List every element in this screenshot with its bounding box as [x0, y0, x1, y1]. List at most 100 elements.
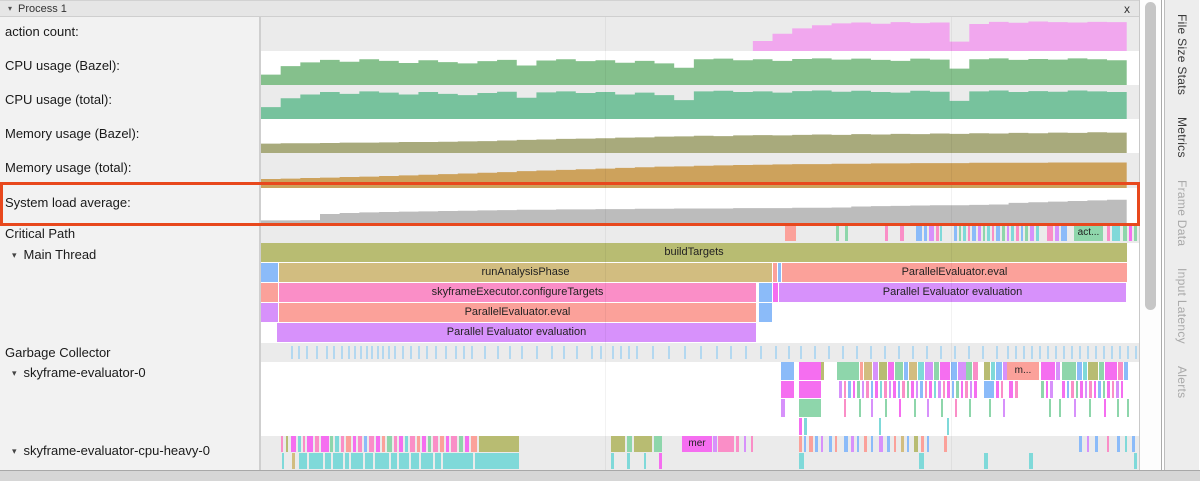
trace-slice[interactable]	[1088, 362, 1098, 380]
trace-slice[interactable]	[1077, 362, 1082, 380]
trace-slice[interactable]	[781, 380, 794, 398]
trace-slice[interactable]: Parallel Evaluator evaluation	[277, 323, 756, 342]
trace-slice[interactable]	[627, 453, 630, 469]
tab-frame-data[interactable]: Frame Data	[1175, 179, 1189, 247]
gc-tick[interactable]	[1127, 346, 1129, 359]
trace-slice[interactable]	[1016, 225, 1019, 241]
gc-tick[interactable]	[394, 346, 396, 359]
trace-slice[interactable]	[341, 436, 344, 452]
trace-slice[interactable]	[713, 436, 717, 452]
tab-file-size-stats[interactable]: File Size Stats	[1175, 14, 1189, 96]
trace-slice[interactable]	[907, 380, 909, 398]
trace-slice[interactable]	[984, 380, 994, 398]
trace-slice[interactable]	[1112, 380, 1114, 398]
trace-slice[interactable]	[925, 380, 927, 398]
gc-tick[interactable]	[1135, 346, 1137, 359]
gc-tick[interactable]	[402, 346, 404, 359]
gc-tick[interactable]	[628, 346, 630, 359]
trace-slice[interactable]	[875, 380, 878, 398]
trace-slice[interactable]	[644, 453, 646, 469]
trace-slice[interactable]	[345, 453, 349, 469]
gc-tick[interactable]	[684, 346, 686, 359]
trace-slice[interactable]: mer	[682, 436, 712, 452]
trace-slice[interactable]	[860, 362, 863, 380]
trace-slice[interactable]	[943, 380, 945, 398]
trace-slice[interactable]	[773, 283, 778, 302]
trace-slice[interactable]	[1001, 380, 1003, 398]
trace-slice[interactable]	[837, 362, 859, 380]
trace-slice[interactable]	[325, 453, 331, 469]
gc-tick[interactable]	[716, 346, 718, 359]
trace-slice[interactable]	[799, 436, 802, 452]
close-icon[interactable]: x	[1124, 1, 1130, 16]
trace-slice[interactable]	[938, 380, 941, 398]
trace-slice[interactable]	[1125, 436, 1127, 452]
trace-slice[interactable]	[835, 436, 837, 452]
track-garbage-collector[interactable]	[261, 343, 1139, 362]
trace-slice[interactable]	[1116, 380, 1119, 398]
gc-tick[interactable]	[620, 346, 622, 359]
trace-slice[interactable]	[421, 453, 433, 469]
trace-slice[interactable]	[286, 436, 288, 452]
trace-slice[interactable]	[261, 283, 278, 302]
track-system-load-average[interactable]	[261, 188, 1139, 223]
trace-slice[interactable]	[966, 362, 972, 380]
trace-slice[interactable]	[799, 453, 804, 469]
trace-slice[interactable]	[365, 453, 373, 469]
gc-tick[interactable]	[463, 346, 465, 359]
trace-slice[interactable]	[1046, 380, 1048, 398]
collapse-arrow-icon[interactable]: ▾	[8, 4, 13, 13]
track-action-count[interactable]	[261, 17, 1139, 51]
trace-slice[interactable]	[391, 453, 397, 469]
gc-tick[interactable]	[1095, 346, 1097, 359]
trace-slice[interactable]	[936, 225, 939, 241]
trace-slice[interactable]	[974, 380, 977, 398]
trace-slice[interactable]	[858, 399, 861, 417]
trace-slice[interactable]	[885, 225, 888, 241]
trace-slice[interactable]	[1129, 225, 1132, 241]
gc-tick[interactable]	[1079, 346, 1081, 359]
gc-tick[interactable]	[668, 346, 670, 359]
trace-slice[interactable]	[879, 417, 881, 435]
gc-tick[interactable]	[521, 346, 523, 359]
trace-slice[interactable]	[1117, 399, 1119, 417]
trace-slice[interactable]	[880, 380, 882, 398]
trace-slice[interactable]	[369, 436, 374, 452]
vertical-scrollbar[interactable]	[1140, 0, 1162, 481]
gc-tick[interactable]	[968, 346, 970, 359]
trace-slice[interactable]	[1009, 380, 1013, 398]
trace-slice[interactable]	[1071, 380, 1074, 398]
trace-slice[interactable]	[799, 380, 821, 398]
trace-slice[interactable]	[856, 436, 859, 452]
trace-slice[interactable]	[428, 436, 431, 452]
trace-slice[interactable]	[292, 453, 295, 469]
trace-slice[interactable]	[411, 453, 419, 469]
trace-slice[interactable]	[852, 380, 855, 398]
trace-slice[interactable]	[1025, 225, 1028, 241]
trace-slice[interactable]	[835, 225, 839, 241]
trace-slice[interactable]	[991, 362, 995, 380]
trace-slice[interactable]	[309, 453, 323, 469]
tab-alerts[interactable]: Alerts	[1175, 366, 1189, 399]
trace-slice[interactable]	[965, 380, 968, 398]
gc-tick[interactable]	[842, 346, 844, 359]
trace-slice[interactable]	[921, 436, 924, 452]
trace-slice[interactable]	[627, 436, 632, 452]
gc-tick[interactable]	[856, 346, 858, 359]
trace-slice[interactable]	[1029, 453, 1033, 469]
trace-slice[interactable]	[471, 436, 477, 452]
track-label-main-thread[interactable]: ▾ Main Thread	[0, 243, 259, 343]
gc-tick[interactable]	[1087, 346, 1089, 359]
trace-slice[interactable]	[799, 417, 802, 435]
trace-slice[interactable]	[1007, 225, 1009, 241]
trace-slice[interactable]	[261, 263, 278, 282]
gc-tick[interactable]	[354, 346, 356, 359]
gc-tick[interactable]	[497, 346, 499, 359]
trace-slice[interactable]	[955, 399, 957, 417]
trace-slice[interactable]	[972, 225, 976, 241]
trace-slice[interactable]	[1059, 399, 1061, 417]
trace-slice[interactable]	[804, 417, 807, 435]
trace-slice[interactable]: Parallel Evaluator evaluation	[779, 283, 1126, 302]
trace-slice[interactable]	[364, 436, 367, 452]
gc-tick[interactable]	[388, 346, 390, 359]
